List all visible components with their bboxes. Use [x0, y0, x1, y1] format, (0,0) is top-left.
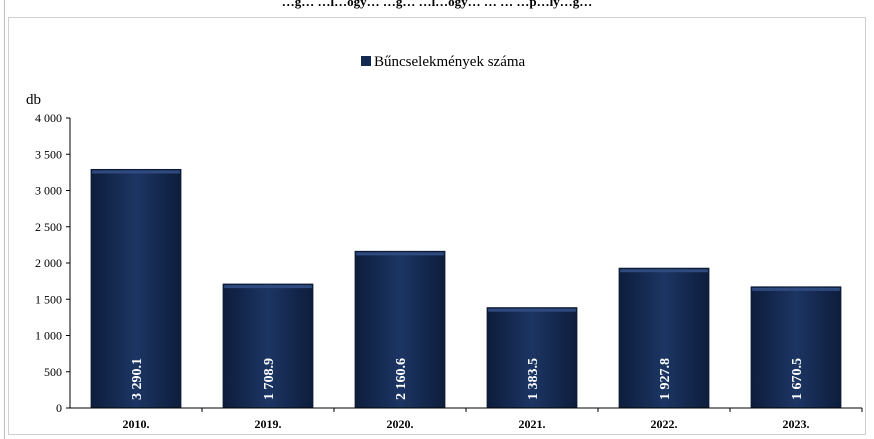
y-tick-label: 4 000	[35, 111, 62, 125]
bar-value-label: 2 160.6	[394, 358, 409, 400]
legend-swatch	[361, 56, 371, 66]
y-tick-label: 1 000	[35, 329, 62, 343]
y-tick-label: 2 000	[35, 256, 62, 270]
chart-title: …g… …l…ogy… …g… …l…ogy… … … …p…ly…g…	[281, 0, 593, 9]
x-axis: 2010. 2019. 2020. 2021. 2022. 2023.	[70, 407, 863, 431]
bar	[618, 267, 710, 409]
bar-top-highlight	[356, 252, 444, 256]
bar-top-highlight	[620, 269, 708, 273]
chart-frame	[8, 17, 866, 435]
y-axis: 0 500 1 000 1 500 2 000 2 500 3 000 3 500 4 000	[35, 111, 71, 415]
legend-label: Bűncselekmények száma	[374, 54, 526, 70]
y-tick-label: 0	[56, 401, 62, 415]
bar-top-highlight	[752, 287, 840, 291]
x-tick-label: 2010.	[123, 417, 150, 431]
x-tick-label: 2021.	[519, 417, 546, 431]
bar-value-label: 1 383.5	[526, 358, 541, 400]
y-tick-label: 1 500	[35, 292, 62, 306]
x-tick-label: 2023.	[783, 417, 810, 431]
bar	[222, 283, 314, 409]
y-tick-label: 2 500	[35, 220, 62, 234]
bar-value-label: 1 708.9	[262, 358, 277, 400]
bar	[354, 250, 446, 409]
bar-top-highlight	[92, 170, 180, 174]
y-tick-label: 500	[44, 365, 62, 379]
x-tick-label: 2022.	[651, 417, 678, 431]
bar	[486, 307, 578, 409]
y-tick-label: 3 000	[35, 184, 62, 198]
bar-top-highlight	[224, 285, 312, 289]
bar-value-label: 3 290.1	[130, 358, 145, 400]
bar	[90, 168, 182, 409]
bar-value-label: 1 670.5	[790, 358, 805, 400]
x-tick-label: 2019.	[255, 417, 282, 431]
bar-top-highlight	[488, 308, 576, 312]
x-tick-label: 2020.	[387, 417, 414, 431]
y-axis-label: db	[26, 92, 41, 108]
left-border-line	[4, 0, 5, 439]
y-tick-label: 3 500	[35, 147, 62, 161]
legend: Bűncselekmények száma	[361, 54, 526, 70]
bars-group: 3 290.1 1 708.9 2 160.6 1 383.5 1 927.8 1 670…	[90, 168, 842, 409]
bar-value-label: 1 927.8	[658, 358, 673, 400]
